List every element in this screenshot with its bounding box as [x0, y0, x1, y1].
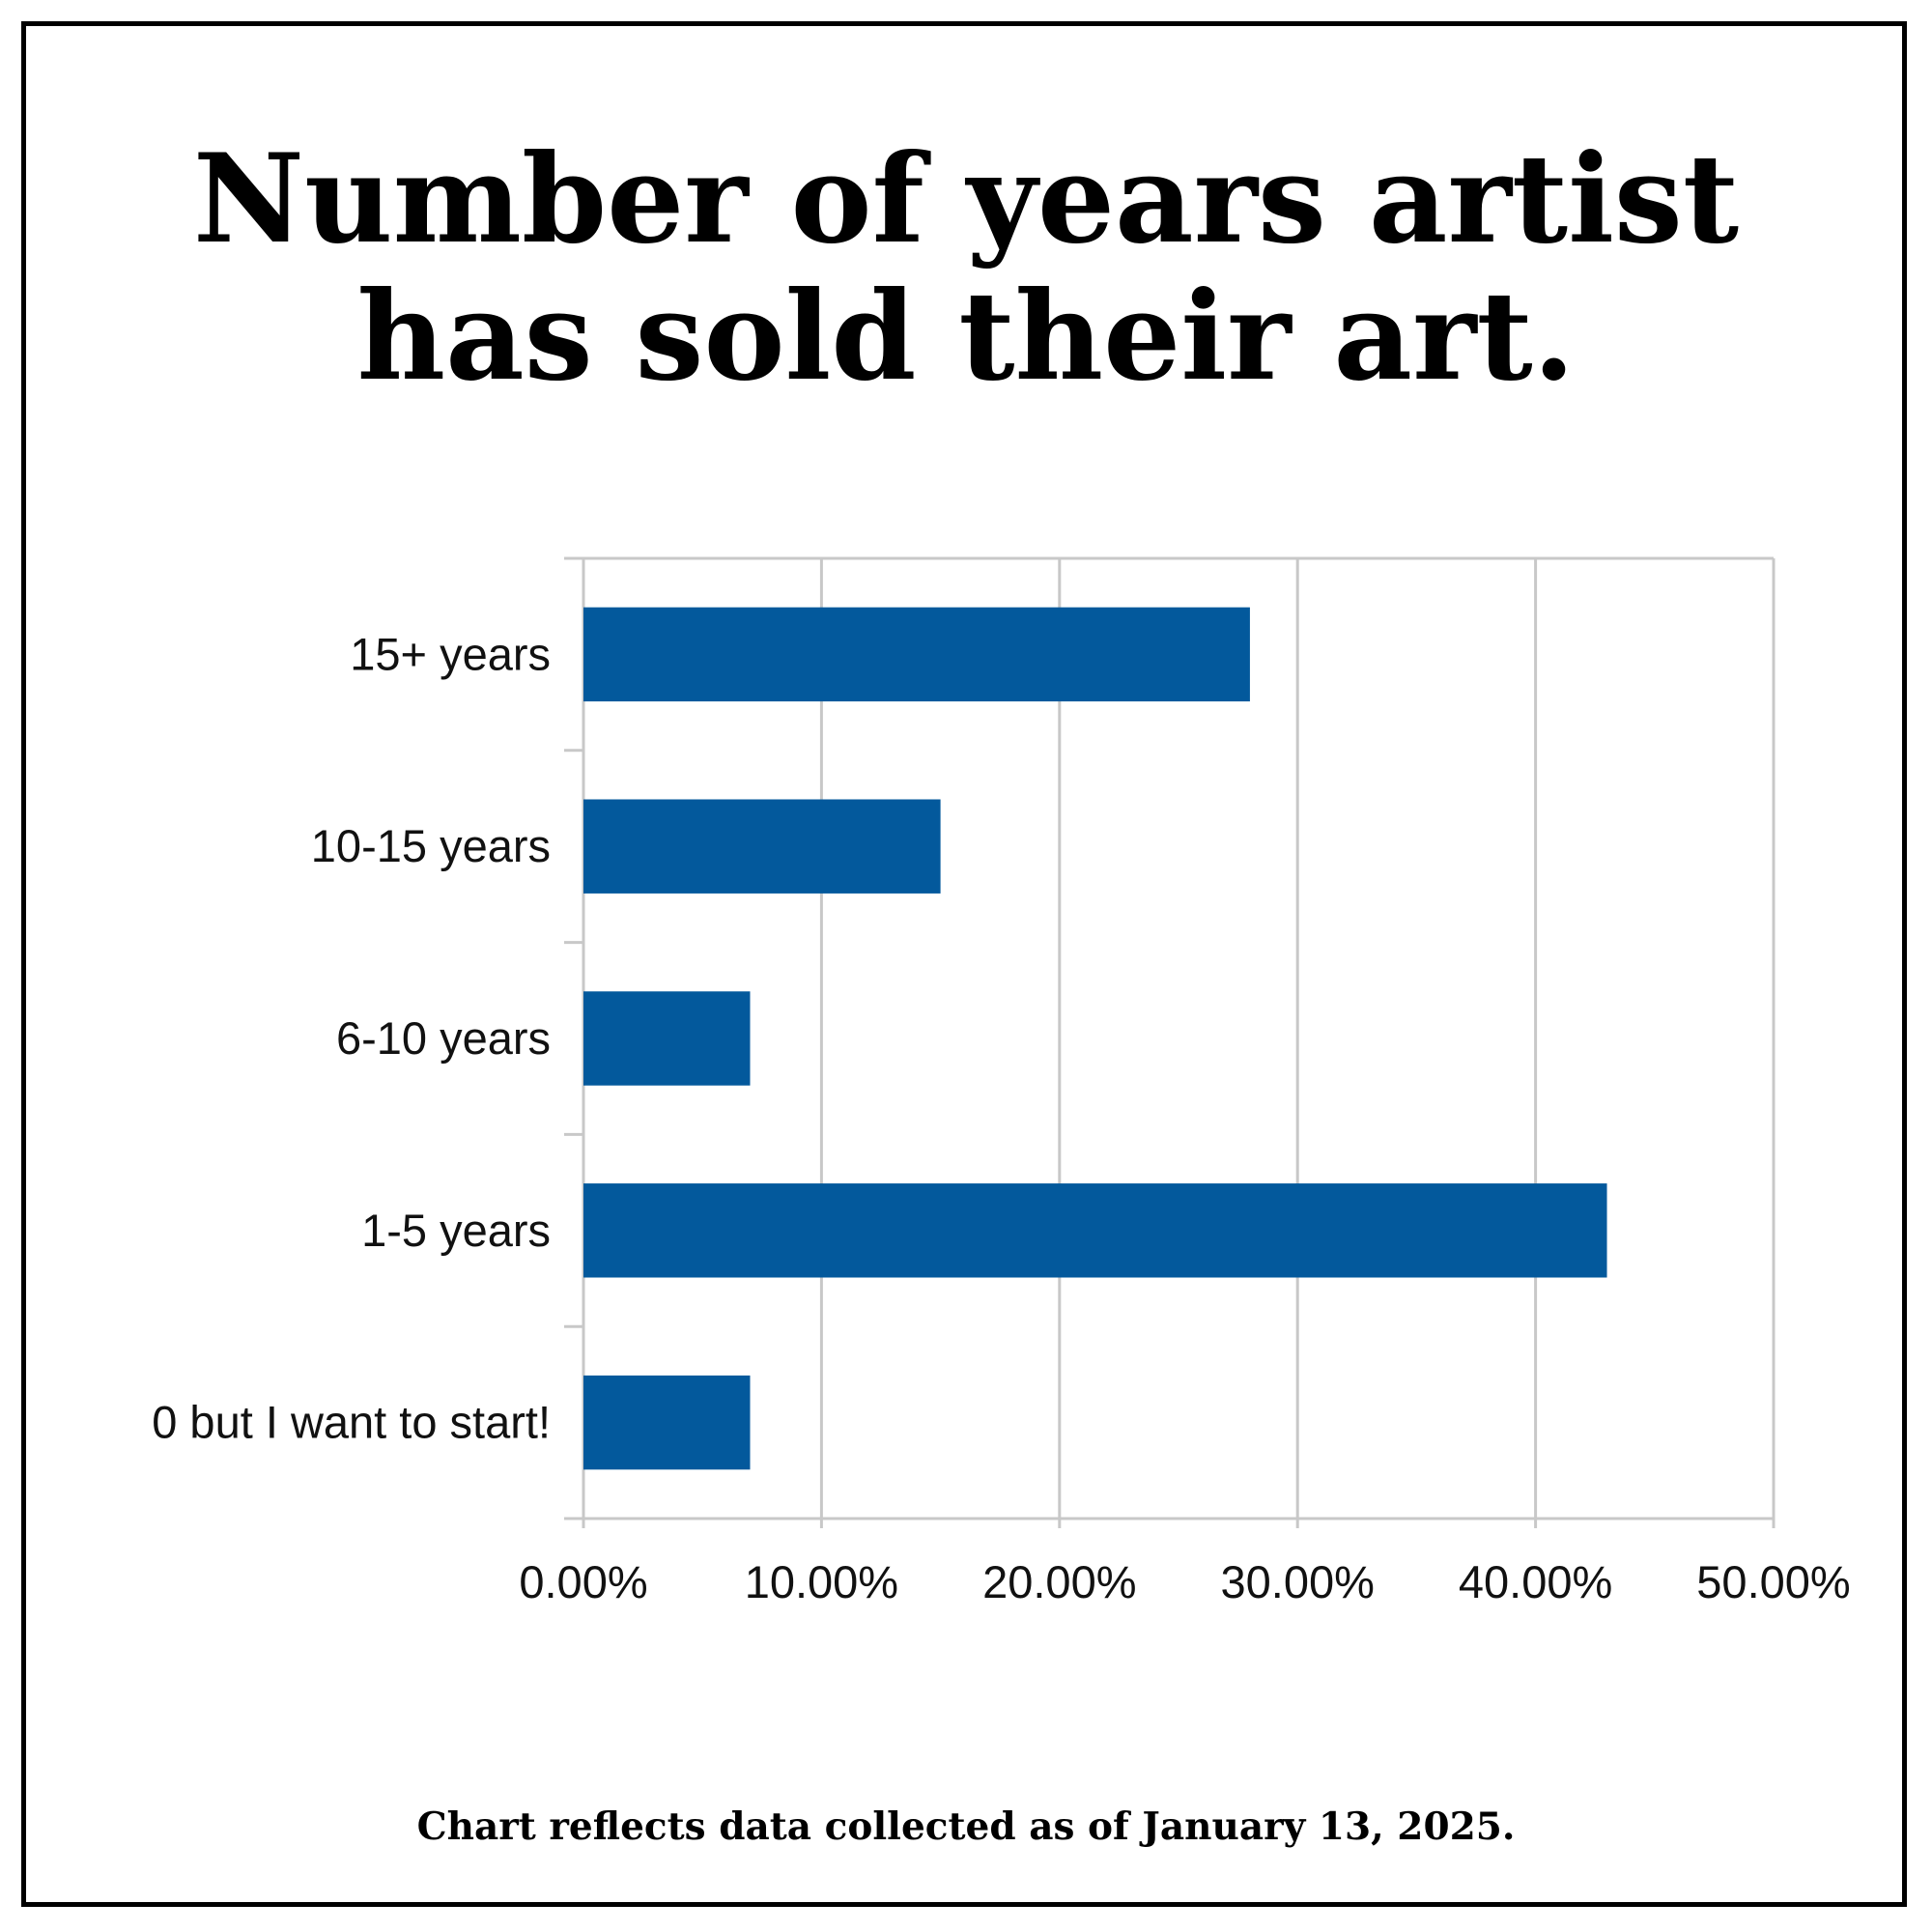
- category-label: 10-15 years: [311, 820, 551, 871]
- y-category-labels: 15+ years 10-15 years 6-10 years 1-5 years 0…: [152, 628, 551, 1447]
- bar-4: [583, 1375, 751, 1470]
- chart-title: Number of years artist has sold their ar…: [0, 130, 1932, 405]
- category-label: 6-10 years: [336, 1012, 551, 1064]
- x-tick-label: 40.00%: [1459, 1556, 1612, 1607]
- x-tick-label: 30.00%: [1220, 1556, 1374, 1607]
- chart-frame: [21, 21, 1907, 1907]
- x-tick-label: 10.00%: [745, 1556, 898, 1607]
- x-tick-label: 0.00%: [519, 1556, 647, 1607]
- category-label: 0 but I want to start!: [152, 1397, 551, 1448]
- x-tick-label: 20.00%: [982, 1556, 1136, 1607]
- x-tick-labels: 0.00% 10.00% 20.00% 30.00% 40.00% 50.00%: [519, 1556, 1850, 1607]
- bar-3: [583, 1183, 1607, 1278]
- bar-2: [583, 991, 751, 1086]
- bar-1: [583, 799, 941, 894]
- bar-0: [583, 607, 1250, 702]
- x-tick-label: 50.00%: [1696, 1556, 1850, 1607]
- category-label: 15+ years: [350, 628, 551, 679]
- chart-title-line-1: Number of years artist: [192, 128, 1740, 270]
- grid-lines: [819, 558, 1776, 1519]
- category-label: 1-5 years: [361, 1205, 551, 1256]
- chart-title-line-2: has sold their art.: [356, 265, 1576, 408]
- footnote: Chart reflects data collected as of Janu…: [416, 1804, 1516, 1849]
- bars: [583, 607, 1607, 1470]
